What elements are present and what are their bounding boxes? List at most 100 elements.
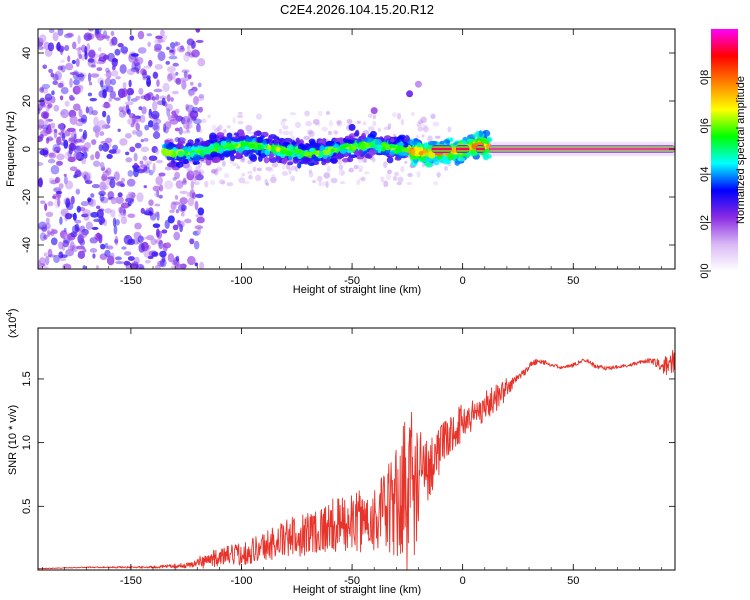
heatmap-cell [73, 79, 80, 86]
heatmap-cell [84, 180, 93, 185]
colorbar-tick-label: 0.8 [699, 70, 711, 85]
heatmap-cell [115, 76, 121, 80]
heatmap-cell [212, 156, 221, 163]
heatmap-cell [186, 170, 195, 181]
heatmap-cell [447, 152, 454, 160]
heatmap-cell [262, 139, 267, 145]
heatmap-cell [223, 172, 230, 179]
heatmap-cell [152, 118, 162, 125]
heatmap-cell [308, 162, 315, 167]
heatmap-cell [189, 258, 197, 263]
heatmap-cell [140, 95, 146, 100]
heatmap-cell [414, 145, 424, 153]
heatmap-cell [154, 192, 158, 197]
heatmap-cell [256, 136, 264, 143]
heatmap-cell [263, 156, 270, 164]
heatmap-cell [78, 53, 83, 60]
heatmap-cell [131, 117, 141, 123]
heatmap-cell [144, 259, 151, 264]
heatmap-cell [238, 147, 244, 154]
heatmap-cell [222, 160, 226, 167]
heatmap-cell [164, 166, 172, 171]
heatmap-cell [137, 30, 145, 40]
heatmap-cell [197, 207, 205, 216]
heatmap-cell [282, 125, 289, 130]
heatmap-cell [126, 108, 131, 115]
heatmap-cell [372, 120, 377, 127]
heatmap-cell [171, 110, 177, 116]
heatmap-cell [99, 161, 105, 169]
heatmap-cell [434, 135, 441, 139]
heatmap-cell [327, 130, 333, 136]
heatmap-cell [175, 71, 179, 76]
heatmap-cell [66, 127, 76, 132]
heatmap-cell [193, 181, 200, 186]
heatmap-cell [184, 218, 192, 224]
heatmap-cell [128, 192, 136, 199]
heatmap-cell [75, 58, 80, 68]
heatmap-cell [118, 110, 127, 118]
heatmap-cell [95, 264, 100, 269]
heatmap-cell [256, 167, 263, 172]
heatmap-cell [187, 74, 192, 80]
heatmap-cell [307, 129, 313, 135]
heatmap-cell [70, 142, 75, 150]
y-tick-label: 0 [21, 146, 33, 152]
heatmap-cell [60, 64, 66, 73]
heatmap-cell [45, 137, 50, 144]
heatmap-cell [172, 201, 181, 206]
heatmap-cell [187, 146, 193, 153]
heatmap-cell [178, 220, 185, 228]
heatmap-cell [347, 156, 354, 163]
heatmap-cell [63, 227, 67, 232]
y-tick-label: 40 [21, 47, 33, 59]
colorbar-ticks: 0.0 0.2 0.4 0.6 0.8 [699, 70, 711, 279]
heatmap-cell [396, 181, 403, 186]
heatmap-cell [393, 172, 399, 176]
heatmap-cell [100, 243, 106, 250]
heatmap-cell [122, 105, 127, 116]
heatmap-cell [135, 95, 141, 100]
heatmap-cell [156, 79, 160, 87]
heatmap-cell [80, 200, 89, 207]
heatmap-cell [51, 90, 55, 96]
heatmap-cell [387, 123, 392, 130]
heatmap-cell [351, 144, 357, 151]
heatmap-cell [58, 257, 67, 262]
heatmap-cell [165, 103, 173, 112]
heatmap-cell [436, 172, 441, 178]
heatmap-cell [215, 167, 223, 172]
heatmap-cell [132, 114, 137, 123]
heatmap-cell [223, 128, 227, 134]
heatmap-cell [159, 258, 167, 268]
heatmap-cell [242, 180, 250, 185]
heatmap-cell [283, 137, 293, 143]
heatmap-cell [290, 165, 296, 171]
heatmap-cell [282, 130, 290, 136]
heatmap-cell [330, 177, 338, 184]
heatmap-cell [181, 80, 187, 90]
heatmap-cell [69, 115, 78, 125]
heatmap-cell [179, 197, 188, 205]
heatmap-cell [151, 145, 158, 154]
snr-x-axis-title: Height of straight line (km) [293, 584, 421, 596]
heatmap-cell [319, 145, 325, 152]
heatmap-cell [166, 66, 176, 73]
heatmap-cell [166, 94, 171, 102]
heatmap-cell [187, 197, 195, 207]
heatmap-cell [110, 252, 115, 260]
heatmap-cell [146, 75, 151, 80]
heatmap-cell [195, 39, 204, 43]
heatmap-cell [197, 82, 202, 88]
y-tick-label: -40 [21, 237, 33, 253]
heatmap-cell [280, 120, 286, 127]
heatmap-cell [137, 47, 147, 54]
heatmap-cell [57, 65, 64, 71]
heatmap-cell [122, 208, 127, 216]
heatmap-cell [106, 36, 110, 42]
heatmap-cell [444, 165, 449, 171]
heatmap-cell [102, 170, 110, 177]
heatmap-cell [325, 140, 335, 147]
heatmap-cell [104, 137, 113, 143]
heatmap-cell [383, 180, 389, 188]
